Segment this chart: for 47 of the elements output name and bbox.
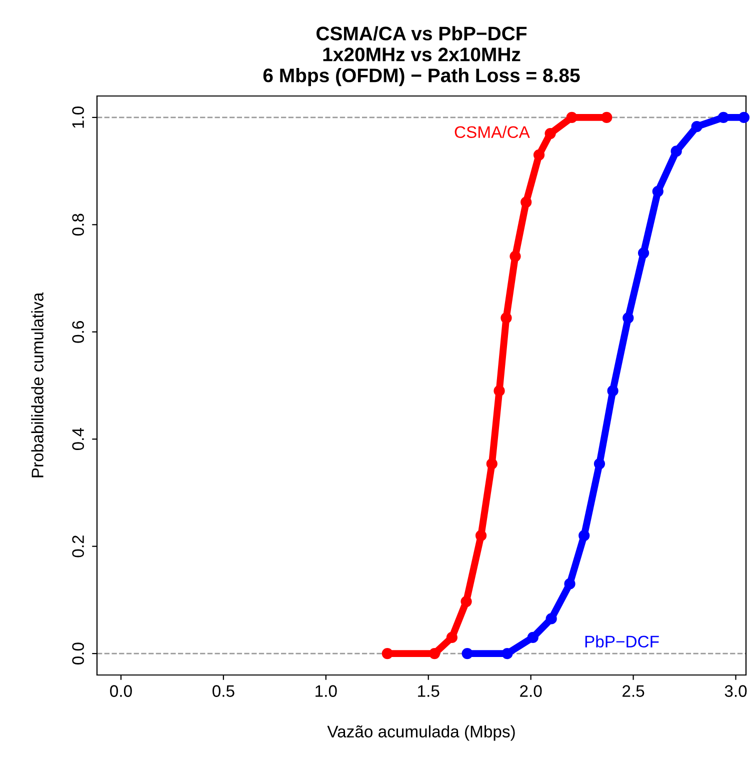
point — [446, 632, 458, 644]
y-tick-label: 0.2 — [72, 536, 84, 558]
point — [622, 312, 634, 324]
y-tick-label: 0.0 — [72, 642, 84, 664]
y-tick-label: 1.0 — [72, 106, 84, 128]
point — [601, 112, 612, 123]
point — [638, 248, 650, 259]
chart-title: CSMA/CA vs PbP−DCF 1x20MHz vs 2x10MHz 6 Mbps (OFDM) − Path Loss = 8.85 — [263, 26, 580, 86]
x-tick-label: 2.5 — [622, 685, 644, 697]
point — [544, 128, 556, 140]
series-label: PbP−DCF — [585, 635, 659, 648]
point — [652, 186, 664, 197]
point — [566, 112, 578, 123]
x-tick-label: 2.0 — [520, 685, 542, 697]
x-axis-title: Vazão acumulada (Mbps) — [327, 725, 515, 741]
point — [462, 648, 473, 660]
point — [428, 648, 440, 660]
point — [527, 632, 538, 644]
point — [564, 578, 576, 590]
point — [533, 149, 545, 161]
point — [494, 385, 505, 396]
point — [502, 648, 513, 660]
point — [670, 146, 682, 157]
point — [382, 648, 393, 660]
point — [475, 530, 487, 542]
x-tick-label: 1.0 — [316, 685, 337, 697]
point — [718, 112, 730, 123]
point — [546, 613, 557, 624]
x-tick-label: 1.5 — [418, 685, 440, 697]
y-tick-label: 0.8 — [72, 214, 84, 236]
point — [607, 385, 618, 396]
x-tick-label: 0.5 — [212, 685, 234, 697]
point — [691, 121, 702, 132]
point — [578, 530, 590, 542]
point — [460, 596, 472, 608]
series-label: CSMA/CA — [454, 126, 530, 138]
point — [486, 458, 498, 470]
point — [738, 112, 750, 123]
y-tick-label: 0.4 — [72, 428, 84, 450]
point — [510, 250, 521, 262]
point — [500, 312, 512, 324]
point — [594, 458, 606, 470]
x-tick-label: 0.0 — [110, 685, 132, 697]
y-tick-label: 0.6 — [72, 321, 84, 343]
y-axis-title: Probabilidade cumulativa — [31, 292, 44, 478]
point — [520, 196, 532, 208]
x-tick-label: 3.0 — [724, 685, 747, 697]
